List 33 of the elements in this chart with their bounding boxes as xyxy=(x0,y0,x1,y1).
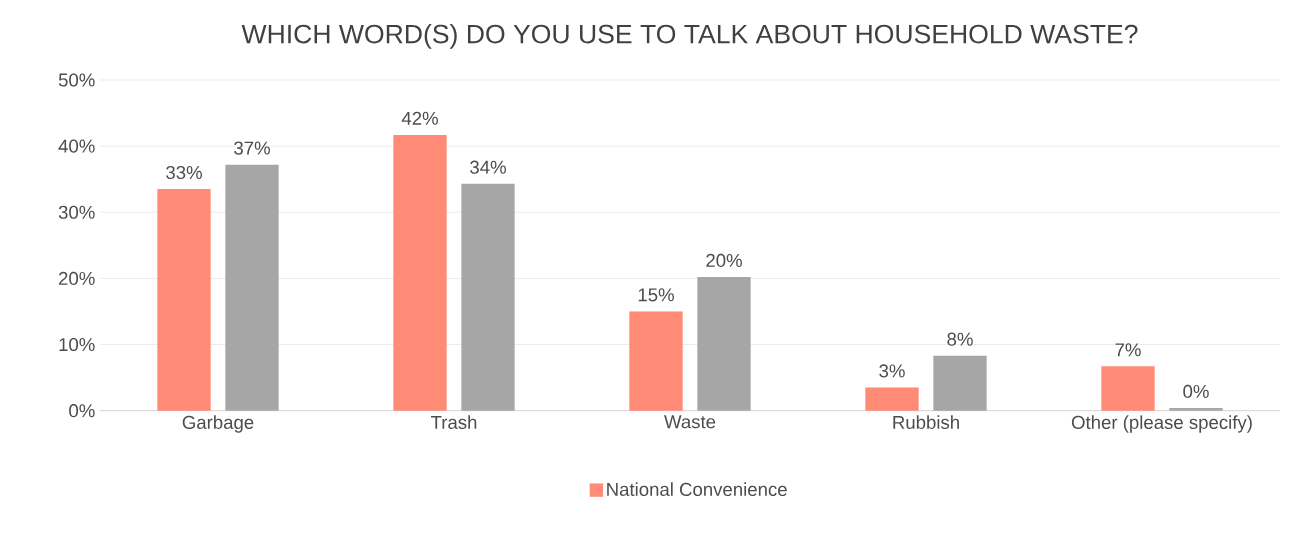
data-label: 15% xyxy=(638,288,674,302)
bar xyxy=(1101,366,1155,411)
data-label: 0% xyxy=(1183,384,1209,398)
data-label: 33% xyxy=(166,165,202,179)
bar xyxy=(629,311,683,411)
data-label: 3% xyxy=(879,364,905,378)
x-tick-label: Garbage xyxy=(182,415,254,433)
y-tick-label: 50% xyxy=(58,73,95,87)
data-label: 42% xyxy=(401,111,438,125)
x-tick-label: Other (please specify) xyxy=(1071,415,1252,433)
bar xyxy=(933,355,987,411)
x-tick-label: Trash xyxy=(431,415,477,429)
y-tick-label: 30% xyxy=(58,205,95,219)
data-label: 7% xyxy=(1115,343,1141,357)
chart-title: WHICH WORD(S) DO YOU USE TO TALK ABOUT HOUSEHOLD WASTE? xyxy=(241,23,1138,49)
y-tick-label: 10% xyxy=(59,337,95,351)
x-tick-label: Waste xyxy=(664,415,716,429)
bar xyxy=(157,188,211,411)
y-tick-label: 20% xyxy=(59,271,95,285)
bar xyxy=(1169,407,1223,411)
bar xyxy=(461,183,515,411)
data-label: 8% xyxy=(947,332,973,346)
y-tick-label: 40% xyxy=(58,139,95,153)
bar xyxy=(865,387,919,411)
data-label: 37% xyxy=(234,141,270,155)
data-label: 34% xyxy=(470,160,506,174)
data-label: 20% xyxy=(706,253,742,267)
legend-label: National Convenience xyxy=(607,482,787,496)
bar xyxy=(225,164,279,411)
bar xyxy=(697,276,751,411)
bar xyxy=(393,134,447,411)
y-tick-label: 0% xyxy=(69,403,95,418)
x-tick-label: Rubbish xyxy=(893,415,959,429)
